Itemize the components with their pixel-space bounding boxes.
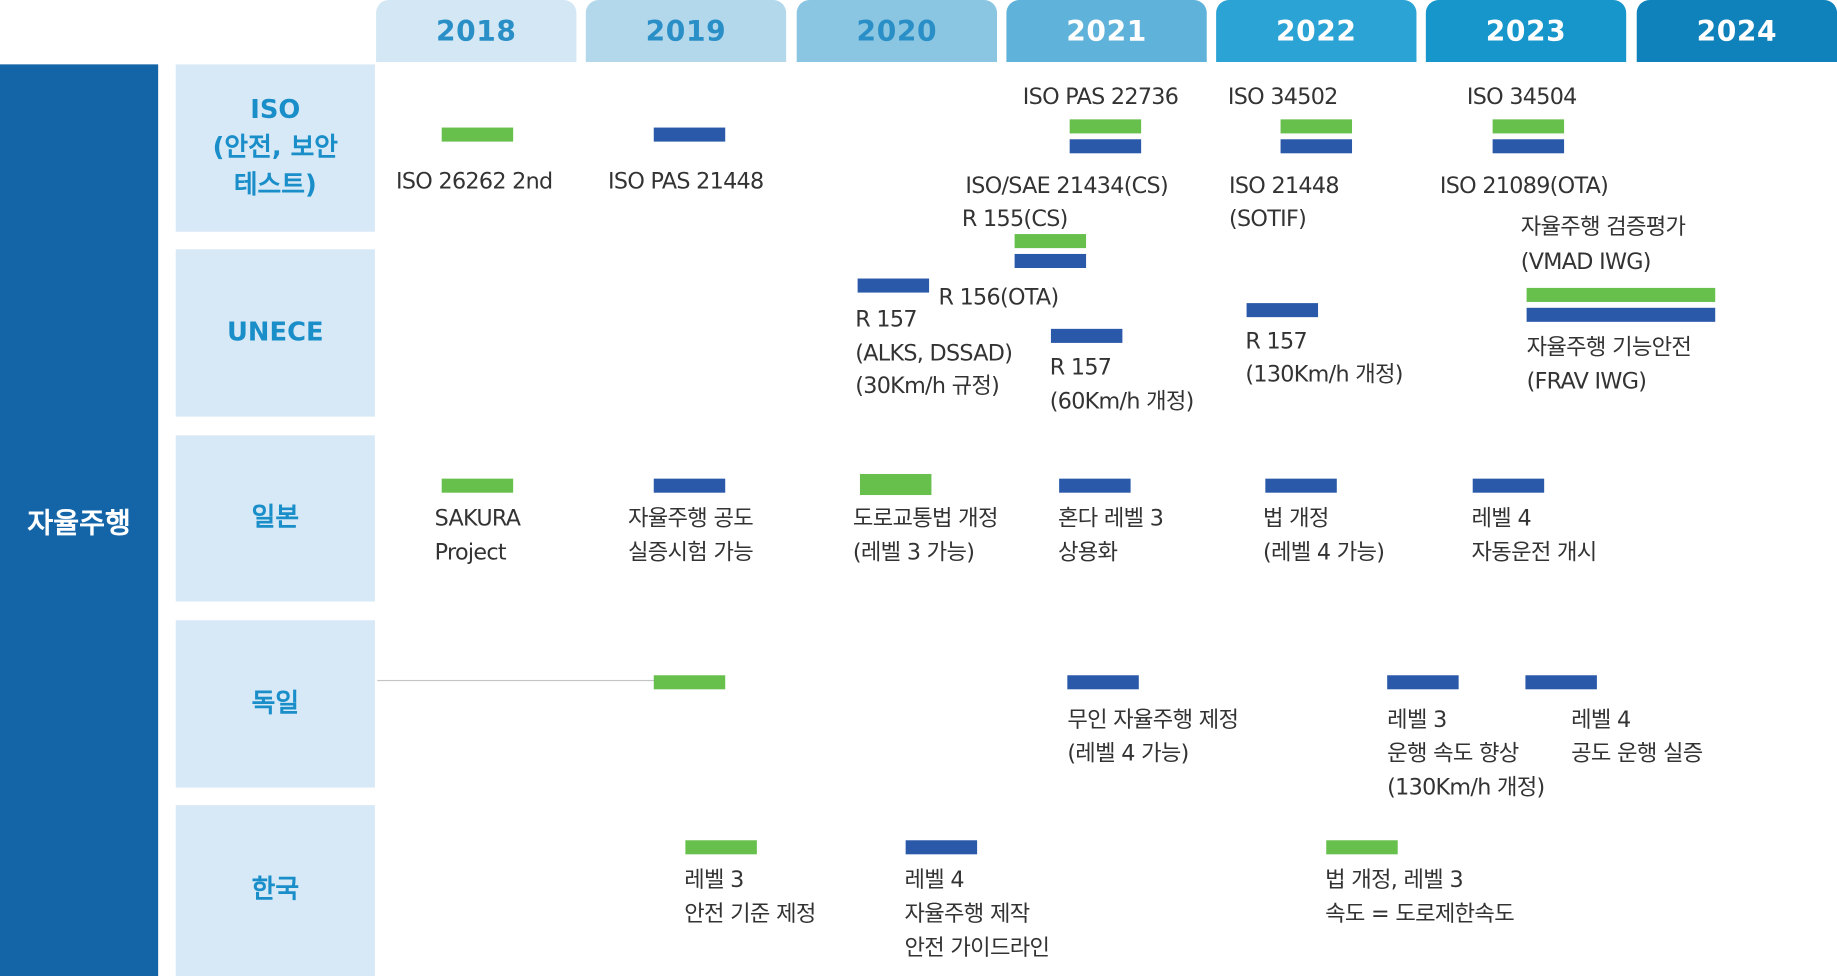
bar-iso-pas21448 [653,127,726,142]
label-jp-traffic-law-2: (레벨 3 가능) [852,539,975,566]
label-de-level3-3: (130Km/h 개정) [1387,774,1545,801]
label-frav-2: (FRAV IWG) [1526,368,1647,395]
bar-de-unmanned [1067,675,1139,690]
label-r157-130-1: R 157 [1245,328,1307,355]
germany-timeline-line [377,679,657,682]
bar-r155-blue [1014,253,1087,268]
label-jp-level4-2: 자동운전 개시 [1471,539,1598,566]
year-2020: 2020 [796,0,998,63]
bar-jp-road-test [653,478,726,493]
bar-sakura [441,478,514,493]
label-iso21448-sotif: (SOTIF) [1229,205,1307,232]
label-iso21448: ISO 21448 [1229,173,1339,199]
domain-label: 자율주행 [0,64,159,976]
label-kr-level4-2: 자율주행 제작 [904,901,1030,927]
bar-iso26262 [441,127,514,142]
label-r156: R 156(OTA) [938,284,1059,311]
label-jp-honda-1: 혼다 레벨 3 [1057,505,1164,532]
year-2018: 2018 [376,0,577,63]
label-kr-law-2: 속도 = 도로제한속도 [1325,901,1515,927]
label-kr-level4-3: 안전 가이드라인 [904,935,1050,961]
year-2023: 2023 [1425,0,1627,63]
bar-de-2019 [653,675,726,690]
row-label-unece: UNECE [175,249,375,417]
label-r157-alks-2: (ALKS, DSSAD) [855,340,1013,367]
label-de-unmanned-1: 무인 자율주행 제정 [1067,706,1239,733]
label-jp-traffic-law-1: 도로교통법 개정 [852,505,999,532]
label-jp-law-rev-2: (레벨 4 가능) [1262,539,1385,566]
label-vmad-2: (VMAD IWG) [1520,249,1652,276]
label-kr-level4-1: 레벨 4 [904,867,964,893]
label-kr-level3-2: 안전 기준 제정 [684,901,816,927]
label-de-level3-1: 레벨 3 [1387,706,1447,733]
label-jp-honda-2: 상용화 [1057,539,1118,566]
label-r157-130-2: (130Km/h 개정) [1245,361,1403,388]
label-r157-60-1: R 157 [1049,354,1112,381]
bar-jp-traffic-law [859,473,932,496]
label-sakura-1: SAKURA [434,505,521,532]
year-2019: 2019 [585,0,787,63]
bar-r157-alks [857,278,930,293]
label-de-level4-1: 레벨 4 [1571,706,1631,733]
bar-iso-pas22736-green [1069,119,1142,134]
bar-kr-law [1326,840,1398,855]
bar-iso34504-green [1492,119,1565,134]
row-label-iso: ISO (안전, 보안 테스트) [175,64,375,232]
bar-iso-pas22736-blue [1069,139,1142,154]
bar-vmad [1526,287,1716,302]
label-iso21089: ISO 21089(OTA) [1439,173,1609,199]
label-kr-level3-1: 레벨 3 [684,867,744,893]
label-iso-sae21434: ISO/SAE 21434(CS) [965,173,1168,199]
label-frav-1: 자율주행 기능안전 [1526,334,1692,361]
label-r155: R 155(CS) [961,205,1068,232]
bar-de-level4 [1525,675,1597,690]
bar-iso34502-green [1280,119,1353,134]
year-2024: 2024 [1636,0,1837,63]
row-label-japan: 일본 [175,435,375,602]
bar-jp-honda [1059,478,1131,493]
label-jp-level4-1: 레벨 4 [1471,505,1532,532]
label-jp-road-test-1: 자율주행 공도 [627,505,754,532]
label-de-unmanned-2: (레벨 4 가능) [1067,740,1189,767]
label-kr-law-1: 법 개정, 레벨 3 [1325,867,1464,893]
row-label-korea: 한국 [175,805,375,976]
bar-frav [1526,307,1716,322]
bar-jp-law-rev [1265,478,1337,493]
label-iso34502: ISO 34502 [1227,84,1338,111]
bar-iso34502-blue [1280,139,1353,154]
label-r157-60-2: (60Km/h 개정) [1049,388,1195,415]
bar-kr-level4 [905,840,978,855]
label-vmad-1: 자율주행 검증평가 [1520,214,1686,240]
bar-de-level3 [1387,675,1459,690]
bar-r157-130 [1246,303,1319,318]
label-iso-pas22736: ISO PAS 22736 [1022,84,1179,111]
row-label-germany: 독일 [175,620,375,788]
label-de-level4-2: 공도 운행 실증 [1571,740,1703,767]
label-r157-alks-3: (30Km/h 규정) [855,373,1000,400]
bar-jp-level4 [1472,478,1545,493]
year-2021: 2021 [1006,0,1207,63]
bar-kr-level3 [685,840,757,855]
label-jp-law-rev-1: 법 개정 [1262,505,1329,532]
label-iso-pas21448: ISO PAS 21448 [608,168,764,195]
bar-r155-green [1014,234,1087,249]
year-2022: 2022 [1216,0,1417,63]
label-sakura-2: Project [434,539,507,566]
label-de-level3-2: 운행 속도 향상 [1387,740,1519,767]
label-jp-road-test-2: 실증시험 가능 [627,539,754,566]
bar-r157-60 [1050,328,1123,343]
bar-iso34504-blue [1492,139,1565,154]
label-iso34504: ISO 34504 [1466,84,1577,111]
label-iso26262: ISO 26262 2nd [396,168,553,195]
label-r157-alks-1: R 157 [855,306,917,333]
